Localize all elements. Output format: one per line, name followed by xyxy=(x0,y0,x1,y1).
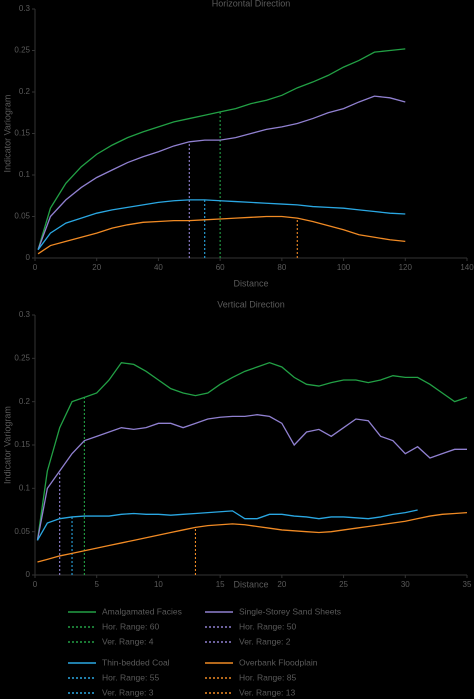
x-tick-label: 20 xyxy=(92,263,101,272)
x-tick-label: 120 xyxy=(399,263,413,272)
y-tick-label: 0.05 xyxy=(14,527,30,536)
x-tick-label: 15 xyxy=(216,580,225,589)
legend-label: Overbank Floodplain xyxy=(239,657,318,667)
chart-title: Vertical Direction xyxy=(217,299,285,309)
x-tick-label: 20 xyxy=(277,580,286,589)
y-tick-label: 0.2 xyxy=(19,87,31,96)
y-tick-label: 0.05 xyxy=(14,212,30,221)
y-tick-label: 0.15 xyxy=(14,440,30,449)
x-tick-label: 140 xyxy=(460,263,474,272)
legend-label: Thin-bedded Coal xyxy=(102,657,170,667)
x-axis-label: Distance xyxy=(233,278,268,288)
y-tick-label: 0.1 xyxy=(19,483,31,492)
x-tick-label: 10 xyxy=(154,580,163,589)
x-tick-label: 100 xyxy=(337,263,351,272)
legend-label: Ver. Range: 13 xyxy=(239,687,296,697)
y-tick-label: 0 xyxy=(26,570,31,579)
y-tick-label: 0.1 xyxy=(19,170,31,179)
series-line xyxy=(37,511,468,563)
series-line xyxy=(36,414,467,541)
series-line xyxy=(37,215,406,255)
y-tick-label: 0.25 xyxy=(14,353,30,362)
x-tick-label: 25 xyxy=(339,580,348,589)
legend-label: Ver. Range: 2 xyxy=(239,636,291,646)
series-line xyxy=(37,95,406,250)
legend-label: Hor. Range: 85 xyxy=(239,672,296,682)
series-line xyxy=(37,199,406,251)
x-axis-label: Distance xyxy=(233,579,268,589)
y-tick-label: 0.25 xyxy=(14,46,30,55)
legend-label: Hor. Range: 60 xyxy=(102,621,159,631)
x-tick-label: 0 xyxy=(33,580,38,589)
y-tick-label: 0.3 xyxy=(19,4,31,13)
x-tick-label: 5 xyxy=(94,580,99,589)
y-axis-label: Indicator Variogram xyxy=(2,95,12,173)
series-line xyxy=(36,509,418,541)
legend-label: Amalgamated Facies xyxy=(102,606,182,616)
y-tick-label: 0.15 xyxy=(14,129,30,138)
chart-title: Horizontal Direction xyxy=(212,0,291,8)
y-tick-label: 0 xyxy=(26,253,31,262)
x-tick-label: 30 xyxy=(401,580,410,589)
y-tick-label: 0.3 xyxy=(19,310,31,319)
y-axis-label: Indicator Variogram xyxy=(2,406,12,484)
legend-label: Single-Storey Sand Sheets xyxy=(239,606,341,616)
legend-label: Ver. Range: 4 xyxy=(102,636,154,646)
series-line xyxy=(36,361,468,541)
x-tick-label: 0 xyxy=(33,263,38,272)
x-tick-label: 80 xyxy=(277,263,286,272)
legend-label: Ver. Range: 3 xyxy=(102,687,154,697)
x-tick-label: 40 xyxy=(154,263,163,272)
legend-label: Hor. Range: 50 xyxy=(239,621,296,631)
y-tick-label: 0.2 xyxy=(19,397,31,406)
x-tick-label: 35 xyxy=(463,580,472,589)
series-line xyxy=(37,48,406,250)
legend-label: Hor. Range: 55 xyxy=(102,672,159,682)
x-tick-label: 60 xyxy=(216,263,225,272)
